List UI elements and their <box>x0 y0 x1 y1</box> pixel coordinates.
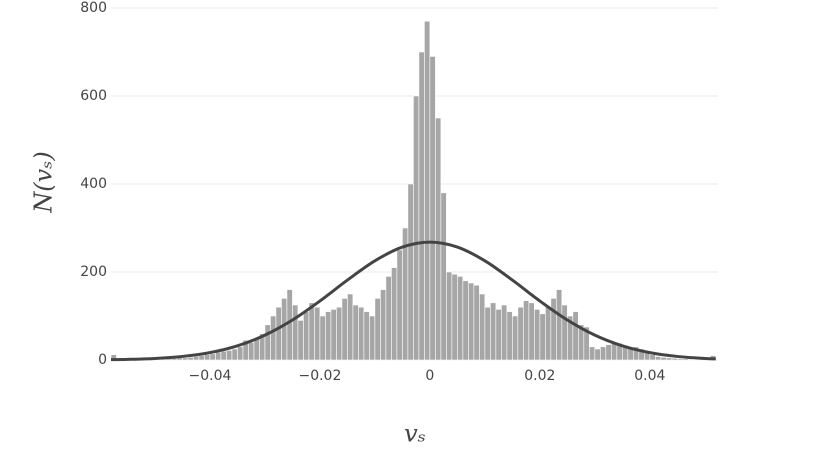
bar <box>534 309 539 360</box>
bar <box>287 290 292 360</box>
x-tick-label: −0.02 <box>298 368 341 384</box>
bar <box>562 305 567 360</box>
bar <box>463 281 468 360</box>
bar <box>589 347 594 360</box>
bar <box>254 338 259 360</box>
y-tick-label: 400 <box>80 176 107 192</box>
bar <box>248 342 253 360</box>
y-axis-label: N(vₛ) <box>30 151 58 213</box>
bar <box>270 316 275 360</box>
x-tick-label: 0.04 <box>634 368 665 384</box>
x-tick-label: −0.04 <box>189 368 232 384</box>
bar <box>298 320 303 360</box>
bar <box>342 298 347 360</box>
bar <box>666 358 671 360</box>
bar <box>540 314 545 360</box>
bar <box>457 276 462 360</box>
bar <box>314 307 319 360</box>
bar <box>672 358 677 360</box>
bar <box>545 307 550 360</box>
bar <box>380 290 385 360</box>
bar <box>677 359 682 360</box>
bar <box>479 294 484 360</box>
bar <box>309 303 314 360</box>
bar <box>215 352 220 360</box>
bar <box>369 316 374 360</box>
bar <box>232 349 237 360</box>
bar <box>413 96 418 360</box>
bar <box>199 356 204 360</box>
bar <box>325 312 330 360</box>
bar <box>518 307 523 360</box>
bar <box>496 309 501 360</box>
bar <box>292 305 297 360</box>
bar <box>188 357 193 360</box>
bar <box>303 312 308 360</box>
bar <box>529 303 534 360</box>
bar <box>655 356 660 360</box>
bar <box>419 52 424 360</box>
bar <box>386 276 391 360</box>
bar <box>523 301 528 360</box>
bar <box>573 312 578 360</box>
bar <box>408 184 413 360</box>
bar <box>688 359 693 360</box>
bar <box>336 307 341 360</box>
bar <box>435 118 440 360</box>
bar <box>452 274 457 360</box>
y-tick-label: 800 <box>80 0 107 16</box>
bar <box>331 309 336 360</box>
bar <box>661 357 666 360</box>
bar <box>353 305 358 360</box>
bar <box>556 290 561 360</box>
bar <box>430 56 435 360</box>
bar <box>512 316 517 360</box>
bar <box>265 325 270 360</box>
bar <box>683 359 688 360</box>
bar <box>441 193 446 360</box>
bar <box>237 347 242 360</box>
bar <box>490 303 495 360</box>
bar <box>347 294 352 360</box>
bar <box>600 347 605 360</box>
bar <box>182 358 187 360</box>
y-tick-label: 600 <box>80 88 107 104</box>
bar <box>446 272 451 360</box>
bar <box>276 307 281 360</box>
bar <box>595 349 600 360</box>
bar <box>281 298 286 360</box>
bar <box>397 250 402 360</box>
bar <box>226 350 231 360</box>
x-tick-label: 0.02 <box>524 368 555 384</box>
bar <box>468 283 473 360</box>
bar <box>193 356 198 360</box>
bar <box>358 307 363 360</box>
bar <box>391 268 396 360</box>
bar <box>474 285 479 360</box>
x-axis-label: vₛ <box>404 420 426 448</box>
x-tick-label: 0 <box>425 368 434 384</box>
y-tick-label: 0 <box>98 352 107 368</box>
bar <box>650 355 655 360</box>
y-tick-label: 200 <box>80 264 107 280</box>
bar <box>424 21 429 360</box>
bar <box>204 355 209 360</box>
bar <box>364 312 369 360</box>
bar <box>501 305 506 360</box>
bar <box>221 351 226 360</box>
bar <box>606 345 611 360</box>
bar <box>210 354 215 360</box>
bar <box>507 312 512 360</box>
bar <box>320 316 325 360</box>
bar <box>485 307 490 360</box>
bar <box>375 298 380 360</box>
